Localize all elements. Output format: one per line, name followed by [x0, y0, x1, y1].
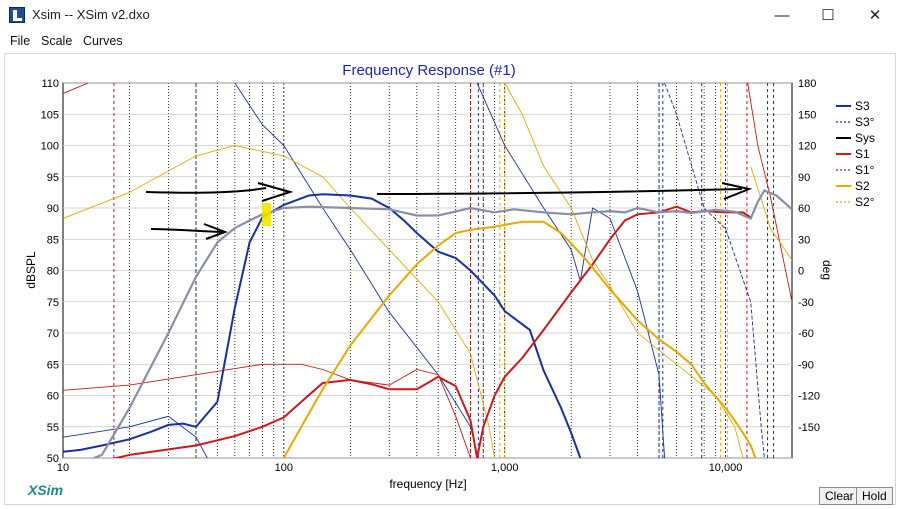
y-axis-ticks: 110 105 100 95 90 85 80 75 70 65 60 55 50 — [41, 78, 59, 465]
y-tick-label: 55 — [47, 422, 59, 434]
y-tick-label: 95 — [47, 172, 59, 184]
series-line-s1 — [111, 205, 752, 458]
phase-curve — [234, 83, 479, 458]
y2-tick-label: -120 — [798, 391, 820, 403]
arrow-annotation — [150, 228, 223, 233]
phase-curve — [750, 166, 792, 261]
series-line-s3 — [63, 193, 582, 458]
y2-tick-label: -150 — [798, 422, 820, 434]
y2-tick-label: 60 — [798, 203, 810, 215]
y-tick-label: 80 — [47, 266, 59, 278]
y-axis-label: dBSPL — [24, 251, 38, 289]
y-tick-label: 110 — [41, 78, 59, 90]
phase-curve — [63, 145, 496, 458]
y2-axis-ticks: 180 150 120 90 60 30 0 -30 -60 -90 -120 -150 — [798, 78, 820, 434]
hold-button[interactable]: Hold — [856, 487, 893, 505]
legend-label: S3 — [855, 99, 870, 113]
menu-file[interactable]: File — [10, 34, 31, 48]
phase-curve — [747, 83, 792, 302]
phase-curve — [504, 83, 744, 458]
x-tick-label: 100 — [275, 462, 293, 474]
y-tick-label: 60 — [47, 391, 59, 403]
xsim-logo: XSim — [27, 482, 63, 498]
y2-axis-label: deg — [820, 260, 834, 280]
arrowhead — [203, 223, 228, 240]
menu-scale[interactable]: Scale — [41, 34, 73, 48]
x-axis-ticks: 10 100 1,000 10,000 — [57, 462, 742, 474]
highlight-mark — [262, 203, 271, 226]
legend: S3 S3° Sys S1 S1° S2 S2° — [836, 99, 875, 209]
arrow-annotation — [145, 187, 267, 194]
window-title: Xsim -- XSim v2.dxo — [32, 7, 150, 22]
y-tick-label: 50 — [47, 453, 59, 465]
menu-bar: File Scale Curves — [0, 30, 902, 52]
y2-tick-label: 90 — [798, 172, 810, 184]
legend-label: S3° — [855, 115, 875, 129]
y-tick-label: 85 — [47, 234, 59, 246]
annotations — [145, 182, 753, 240]
menu-curves[interactable]: Curves — [83, 34, 123, 48]
y-tick-label: 75 — [47, 297, 59, 309]
crossover-markers — [113, 83, 775, 458]
phase-curve — [664, 83, 765, 458]
arrowhead — [721, 182, 753, 200]
y-tick-label: 90 — [47, 203, 59, 215]
legend-label: S2 — [855, 179, 870, 193]
x-tick-label: 10,000 — [709, 462, 743, 474]
magnitude-curves — [63, 189, 792, 458]
y2-tick-label: -60 — [798, 328, 814, 340]
chart-title: Frequency Response (#1) — [342, 62, 515, 79]
clear-button[interactable]: Clear — [819, 487, 860, 505]
close-button[interactable]: ✕ — [868, 7, 882, 24]
legend-label: S1 — [855, 147, 870, 161]
y2-tick-label: 30 — [798, 234, 810, 246]
y2-tick-label: -90 — [798, 359, 814, 371]
maximize-button[interactable]: ☐ — [821, 7, 835, 24]
y-tick-label: 100 — [41, 141, 59, 153]
y2-tick-label: 150 — [798, 109, 816, 121]
y2-tick-label: -30 — [798, 297, 814, 309]
series-line-sys — [91, 189, 792, 458]
y2-tick-label: 180 — [798, 78, 816, 90]
x-tick-label: 10 — [57, 462, 69, 474]
legend-label: S1° — [855, 163, 875, 177]
phase-curves — [63, 83, 792, 458]
y-tick-label: 105 — [41, 109, 59, 121]
phase-curve — [63, 363, 471, 458]
x-tick-label: 1,000 — [491, 462, 519, 474]
x-axis-label: frequency [Hz] — [389, 477, 466, 491]
phase-curve — [63, 83, 89, 94]
legend-label: Sys — [855, 131, 875, 145]
arrow-annotation — [376, 188, 743, 195]
y-tick-label: 70 — [47, 328, 59, 340]
legend-label: S2° — [855, 195, 875, 209]
title-bar: Xsim -- XSim v2.dxo — ☐ ✕ — [0, 0, 902, 30]
xsim-app-icon — [9, 7, 25, 23]
y2-tick-label: 120 — [798, 141, 816, 153]
minimize-button[interactable]: — — [774, 6, 790, 24]
series-line-s2 — [282, 220, 757, 458]
arrowhead — [257, 182, 294, 202]
y2-tick-label: 0 — [798, 266, 804, 278]
y-tick-label: 65 — [47, 359, 59, 371]
